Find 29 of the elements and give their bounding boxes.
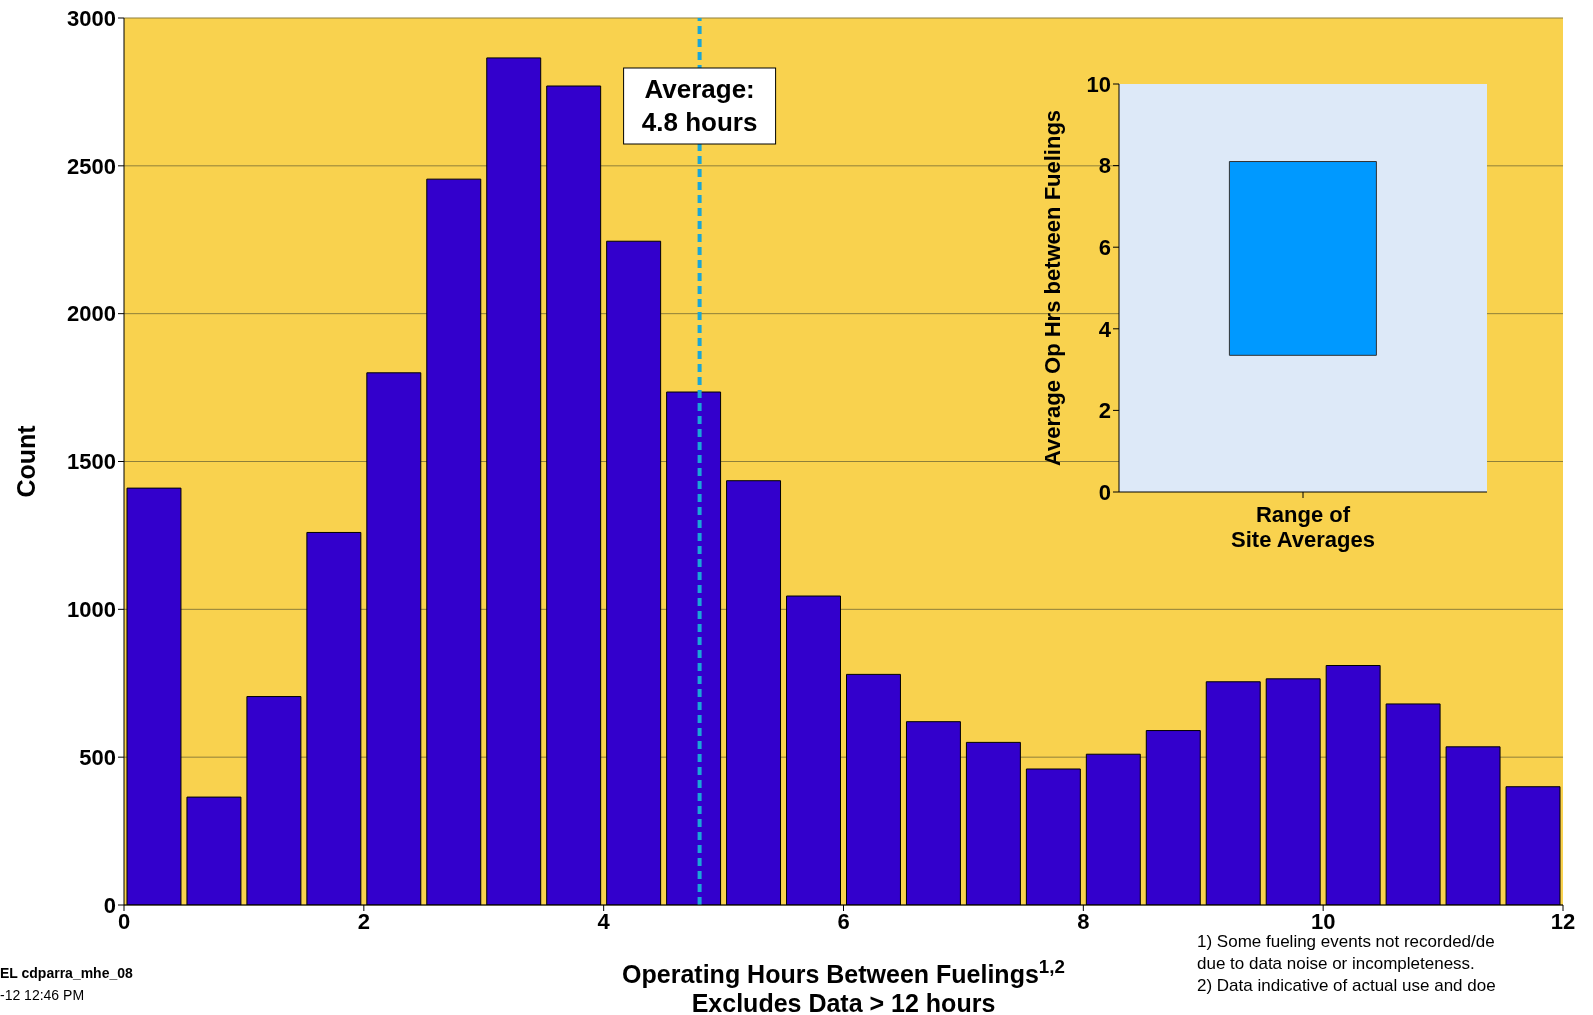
y-tick-label: 6 — [1098, 235, 1111, 261]
x-tick-label: 8 — [1077, 908, 1090, 934]
y-tick-label: 0 — [103, 892, 116, 918]
x-tick-label: 4 — [597, 908, 611, 934]
text: 2) Data indicative of actual use and doe — [1197, 975, 1496, 997]
text: EL cdparra_mhe_08 — [0, 964, 133, 983]
text: 1) Some fueling events not recorded/de — [1197, 931, 1496, 953]
x-axis-title: Range of Site Averages — [1231, 502, 1375, 552]
text: -12 12:46 PM — [0, 986, 86, 1005]
y-tick-label: 500 — [79, 744, 116, 770]
x-tick-label: 6 — [837, 908, 850, 934]
y-tick-label: 1500 — [67, 449, 116, 475]
y-tick-label: 2500 — [67, 153, 116, 179]
ref-line-label: Average: 4.8 hours — [641, 74, 758, 137]
text: Operating Hours Between Fuelings$^{1,2}$ Excludes Data > 12 hours — [622, 955, 1065, 1015]
x-tick-label: 12 — [1550, 908, 1576, 934]
y-axis-title: Average Op Hrs between Fuelings — [1040, 109, 1065, 467]
y-tick-label: 8 — [1098, 153, 1111, 179]
x-tick-label: 10 — [1310, 908, 1336, 934]
y-tick-label: 2 — [1098, 398, 1111, 424]
y-tick-label: 2000 — [67, 301, 116, 327]
y-axis-title: Count — [12, 424, 40, 498]
y-tick-label: 3000 — [67, 5, 116, 31]
y-tick-label: 4 — [1098, 316, 1112, 342]
y-tick-label: 0 — [1098, 479, 1111, 505]
y-tick-label: 10 — [1086, 71, 1111, 97]
y-tick-label: 1000 — [67, 597, 116, 623]
x-tick-label: 2 — [357, 908, 370, 934]
text: due to data noise or incompleteness. — [1197, 953, 1476, 975]
